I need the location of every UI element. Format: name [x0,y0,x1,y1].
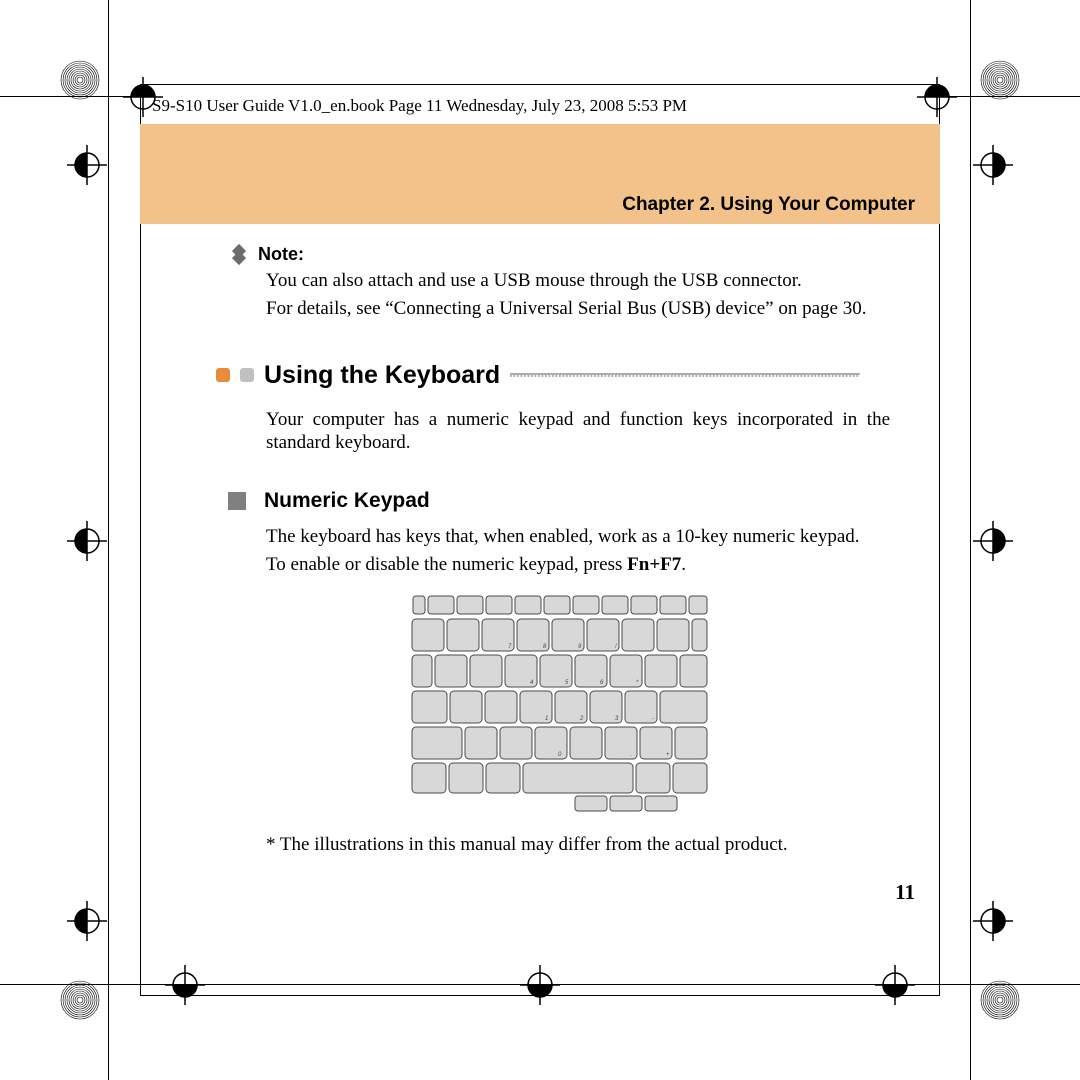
registration-mark-icon [968,896,1018,946]
note-text-2: For details, see “Connecting a Universal… [266,297,890,321]
subsection-bullet-icon [228,492,246,510]
corner-ornament-icon [60,60,100,100]
p2-suffix: . [681,554,686,575]
registration-mark-icon [62,516,112,566]
note-text-1: You can also attach and use a USB mouse … [266,269,890,293]
note-label: Note: [258,244,304,265]
registration-mark-icon [62,896,112,946]
registration-mark-icon [968,516,1018,566]
p2-key: Fn+F7 [627,554,681,575]
note-icon [230,246,248,264]
subsection-p1: The keyboard has keys that, when enabled… [266,525,890,549]
keyboard-illustration-icon: 789/ 456* 123- 0.+ [410,593,710,813]
page-number: 11 [895,880,915,905]
subsection-title: Numeric Keypad [264,489,430,513]
footnote: * The illustrations in this manual may d… [266,833,890,857]
corner-ornament-icon [980,60,1020,100]
registration-mark-icon [62,140,112,190]
p2-prefix: To enable or disable the numeric keypad,… [266,554,627,575]
registration-mark-icon [968,140,1018,190]
corner-ornament-icon [60,980,100,1020]
bullet-icon [216,368,230,382]
svg-text:.: . [630,752,632,758]
chapter-title: Chapter 2. Using Your Computer [622,194,915,216]
svg-text:+: + [666,752,670,758]
svg-text:-: - [652,716,654,722]
divider-line-icon [510,372,860,378]
svg-text:2: 2 [579,716,584,722]
subsection-p2: To enable or disable the numeric keypad,… [266,553,890,577]
bullet-icon [240,368,254,382]
page-header-meta: S9-S10 User Guide V1.0_en.book Page 11 W… [152,96,928,116]
corner-ornament-icon [980,980,1020,1020]
section-intro: Your computer has a numeric keypad and f… [266,408,890,456]
svg-text:1: 1 [545,716,548,722]
section-title: Using the Keyboard [264,361,500,390]
